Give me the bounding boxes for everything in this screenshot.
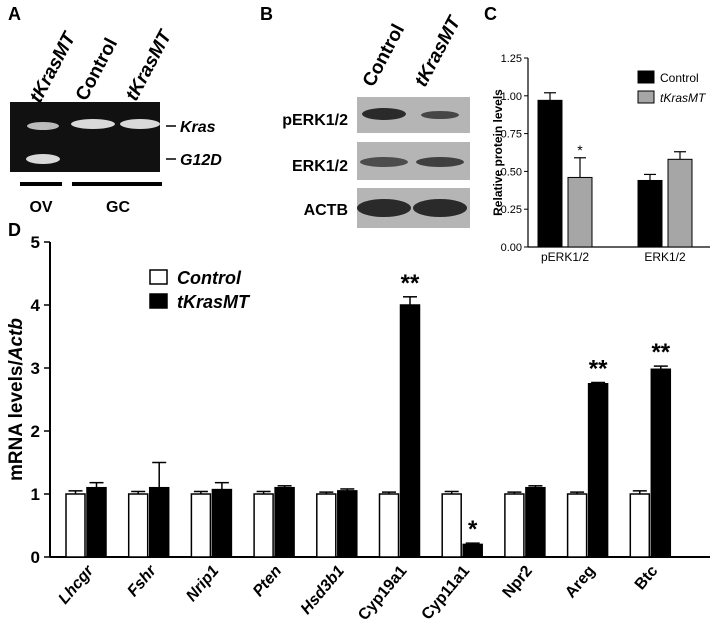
legend-c-label-control: Control xyxy=(660,71,699,85)
bar-d-cyp11a1-control xyxy=(441,493,462,558)
bar-d-areg-tkrasmt xyxy=(587,383,609,558)
band-label-kras: Kras xyxy=(180,119,216,136)
panel-label-d: D xyxy=(8,220,21,240)
bar-d-areg-control xyxy=(566,493,588,558)
gel-band-gc-control-kras xyxy=(71,119,115,129)
bar-d-fshr-control xyxy=(127,493,149,558)
chart-c: 0.00 0.25 0.50 0.75 1.00 1.25 Relative protein… xyxy=(491,53,710,264)
chart-c-y-axis-title: Relative protein levels xyxy=(491,89,505,216)
chart-c-x-label-erk1-2: ERK1/2 xyxy=(644,250,686,264)
chart-d-y-tick-label: 5 xyxy=(31,233,40,252)
chart-d-y-tick-label: 4 xyxy=(31,296,41,315)
legend-d-swatch-control xyxy=(149,269,168,285)
chart-d-y-tick-label: 0 xyxy=(31,548,40,567)
legend-d-label-tkrasmt: tKrasMT xyxy=(177,292,251,312)
bar-c-erk1-2-tkrasmt xyxy=(667,158,693,248)
blot-band-actb-tkrasmt xyxy=(413,199,467,217)
bar-c-perk1-2-control xyxy=(537,99,563,248)
panel-label-c: C xyxy=(484,4,497,24)
chart-d-x-label-btc: Btc xyxy=(632,563,662,594)
bar-d-pten-control xyxy=(253,493,274,558)
legend-d-swatch-tkrasmt xyxy=(149,293,168,309)
chart-c-x-label-perk1-2: pERK1/2 xyxy=(541,250,589,264)
bar-d-nrip1-control xyxy=(190,493,212,558)
bar-c-erk1-2-control xyxy=(637,179,663,248)
chart-d-x-label-npr2: Npr2 xyxy=(500,563,537,602)
chart-d-x-label-lhcgr: Lhcgr xyxy=(55,562,97,608)
chart-c-y-tick-label: 0.75 xyxy=(501,129,522,141)
bar-d-cyp19a1-tkrasmt xyxy=(399,304,421,558)
chart-d-x-label-cyp11a1: Cyp11a1 xyxy=(419,563,474,624)
significance-d-cyp11a1: * xyxy=(468,516,478,543)
chart-c-y-tick-label: 0.25 xyxy=(501,204,522,216)
chart-d-y-tick-label: 2 xyxy=(31,422,40,441)
blot-row-label-erk: ERK1/2 xyxy=(292,158,348,175)
legend-d-label-control: Control xyxy=(177,268,242,288)
gel-band-ov-g12d xyxy=(26,154,60,164)
bar-d-lhcgr-control xyxy=(65,493,86,558)
blot-band-actb-control xyxy=(357,199,411,217)
bar-d-cyp11a1-tkrasmt xyxy=(462,543,483,558)
chart-d-x-label-nrip1: Nrip1 xyxy=(183,563,222,605)
blot-column-control: Control xyxy=(359,21,409,90)
bar-d-hsd3b1-tkrasmt xyxy=(337,490,358,558)
lane-label-control: Control xyxy=(72,35,122,104)
chart-c-y-tick-label: 0.00 xyxy=(501,242,522,254)
bar-d-btc-control xyxy=(629,493,651,558)
chart-d-x-label-hsd3b1: Hsd3b1 xyxy=(298,563,348,618)
chart-c-y-tick-label: 1.00 xyxy=(501,91,522,103)
blot-row-label-actb: ACTB xyxy=(304,202,348,219)
significance-c-perk1-2: * xyxy=(577,142,583,158)
legend-c-swatch-control xyxy=(637,70,655,84)
panel-label-b: B xyxy=(260,4,273,24)
blot-row-label-perk: pERK1/2 xyxy=(282,112,348,129)
bar-d-npr2-control xyxy=(504,493,525,558)
gel-band-ov-kras xyxy=(27,122,59,130)
chart-d: 0 1 2 3 4 5 mRNA levels/Actb Lhcgr Fshr Nrip1 Pten… xyxy=(6,233,710,624)
chart-d-x-label-pten: Pten xyxy=(250,562,285,600)
group-label-ov: OV xyxy=(29,199,52,216)
chart-d-x-label-areg: Areg xyxy=(562,563,598,602)
blot-band-erk-control xyxy=(360,157,408,167)
chart-d-y-axis-title: mRNA levels/Actb xyxy=(6,318,27,481)
lane-label-gc-tkrasmt: tKrasMT xyxy=(122,26,177,104)
group-label-gc: GC xyxy=(106,199,130,216)
bar-c-perk1-2-tkrasmt xyxy=(567,176,593,248)
bar-d-lhcgr-tkrasmt xyxy=(86,486,107,558)
chart-d-y-axis-title-gene: Actb xyxy=(6,318,27,362)
blot-band-perk-tkrasmt xyxy=(421,111,459,119)
bar-d-cyp19a1-control xyxy=(378,493,400,558)
ov-group-bar xyxy=(20,182,62,186)
bar-d-fshr-tkrasmt xyxy=(148,486,170,558)
chart-d-y-axis-title-prefix: mRNA levels/ xyxy=(6,360,27,481)
significance-d-btc: ** xyxy=(651,339,670,366)
chart-d-y-tick-label: 1 xyxy=(31,485,40,504)
chart-d-y-tick-label: 3 xyxy=(31,359,40,378)
bar-d-pten-tkrasmt xyxy=(274,486,295,558)
bar-d-nrip1-tkrasmt xyxy=(211,488,233,558)
significance-d-cyp19a1: ** xyxy=(401,270,420,297)
blot-column-tkrasmt: tKrasMT xyxy=(411,12,466,90)
chart-d-x-label-cyp19a1: Cyp19a1 xyxy=(355,563,410,624)
bar-d-npr2-tkrasmt xyxy=(525,486,546,558)
blot-band-perk-control xyxy=(362,108,406,120)
chart-c-y-tick-label: 0.50 xyxy=(501,166,522,178)
bar-d-btc-tkrasmt xyxy=(650,368,672,558)
significance-d-areg: ** xyxy=(589,355,608,382)
gel-band-gc-tkrasmt-kras xyxy=(120,119,160,129)
chart-c-y-tick-label: 1.25 xyxy=(501,53,522,65)
band-label-g12d: G12D xyxy=(180,152,222,169)
panel-label-a: A xyxy=(8,4,21,24)
blot-band-erk-tkrasmt xyxy=(416,157,464,167)
bar-d-hsd3b1-control xyxy=(316,493,337,558)
legend-c-swatch-tkrasmt xyxy=(637,90,655,104)
legend-c-label-tkrasmt: tKrasMT xyxy=(660,91,707,105)
chart-d-x-label-fshr: Fshr xyxy=(124,562,160,600)
gc-group-bar xyxy=(72,182,162,186)
